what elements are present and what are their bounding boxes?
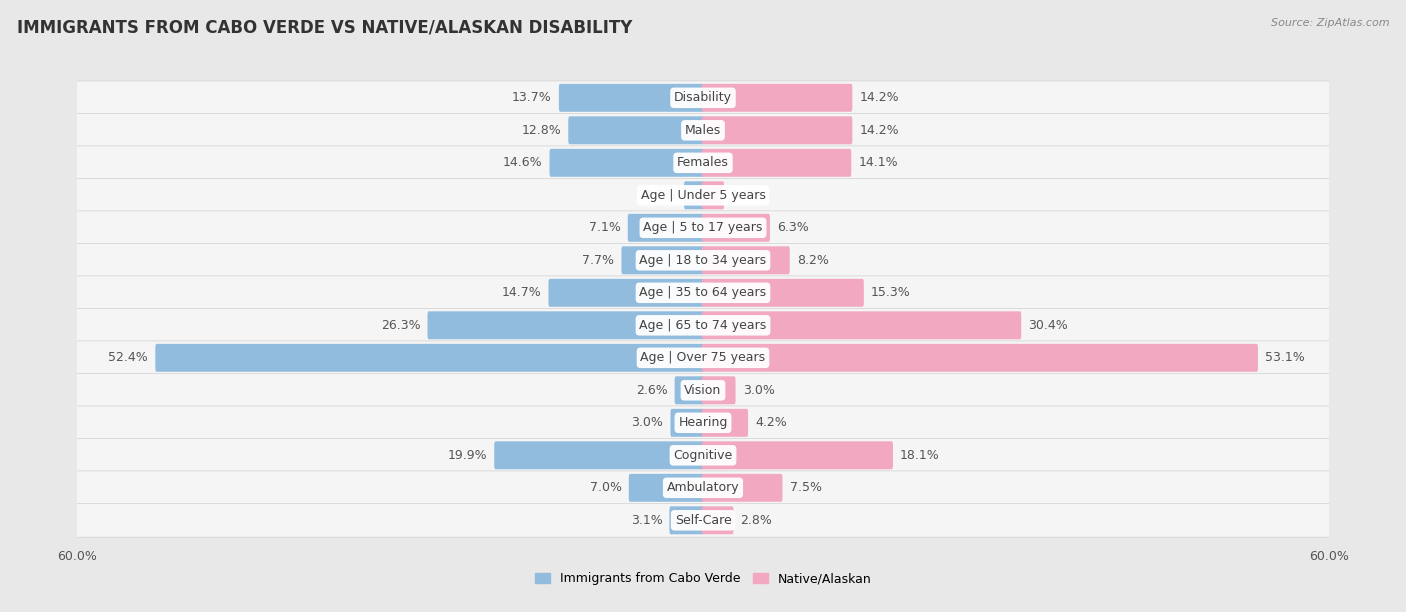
Text: IMMIGRANTS FROM CABO VERDE VS NATIVE/ALASKAN DISABILITY: IMMIGRANTS FROM CABO VERDE VS NATIVE/ALA… bbox=[17, 18, 633, 36]
Text: 7.0%: 7.0% bbox=[589, 481, 621, 494]
FancyBboxPatch shape bbox=[0, 81, 1406, 114]
FancyBboxPatch shape bbox=[669, 506, 704, 534]
Text: Disability: Disability bbox=[673, 91, 733, 104]
Text: 19.9%: 19.9% bbox=[447, 449, 486, 462]
FancyBboxPatch shape bbox=[0, 504, 1406, 537]
Text: 14.1%: 14.1% bbox=[859, 156, 898, 170]
FancyBboxPatch shape bbox=[0, 471, 1406, 505]
FancyBboxPatch shape bbox=[548, 279, 704, 307]
Text: 2.8%: 2.8% bbox=[741, 514, 772, 527]
Text: Age | 18 to 34 years: Age | 18 to 34 years bbox=[640, 254, 766, 267]
Text: 7.5%: 7.5% bbox=[790, 481, 821, 494]
Text: 1.7%: 1.7% bbox=[645, 189, 676, 202]
Text: 15.3%: 15.3% bbox=[870, 286, 911, 299]
Text: Vision: Vision bbox=[685, 384, 721, 397]
Text: Age | Over 75 years: Age | Over 75 years bbox=[641, 351, 765, 364]
Text: 30.4%: 30.4% bbox=[1028, 319, 1069, 332]
Text: 4.2%: 4.2% bbox=[755, 416, 787, 429]
Text: Age | Under 5 years: Age | Under 5 years bbox=[641, 189, 765, 202]
FancyBboxPatch shape bbox=[702, 149, 851, 177]
FancyBboxPatch shape bbox=[702, 247, 790, 274]
FancyBboxPatch shape bbox=[560, 84, 704, 112]
Text: Age | 65 to 74 years: Age | 65 to 74 years bbox=[640, 319, 766, 332]
FancyBboxPatch shape bbox=[702, 376, 735, 405]
FancyBboxPatch shape bbox=[0, 308, 1406, 342]
FancyBboxPatch shape bbox=[0, 341, 1406, 375]
FancyBboxPatch shape bbox=[568, 116, 704, 144]
Text: Source: ZipAtlas.com: Source: ZipAtlas.com bbox=[1271, 18, 1389, 28]
Text: Females: Females bbox=[678, 156, 728, 170]
Text: 7.1%: 7.1% bbox=[589, 222, 620, 234]
Text: 14.6%: 14.6% bbox=[503, 156, 543, 170]
FancyBboxPatch shape bbox=[671, 409, 704, 437]
FancyBboxPatch shape bbox=[621, 247, 704, 274]
Text: Age | 35 to 64 years: Age | 35 to 64 years bbox=[640, 286, 766, 299]
FancyBboxPatch shape bbox=[675, 376, 704, 405]
FancyBboxPatch shape bbox=[685, 181, 704, 209]
Text: Hearing: Hearing bbox=[678, 416, 728, 429]
FancyBboxPatch shape bbox=[0, 146, 1406, 180]
Text: Cognitive: Cognitive bbox=[673, 449, 733, 462]
FancyBboxPatch shape bbox=[702, 116, 852, 144]
FancyBboxPatch shape bbox=[0, 113, 1406, 147]
FancyBboxPatch shape bbox=[427, 312, 704, 339]
FancyBboxPatch shape bbox=[702, 409, 748, 437]
Text: Age | 5 to 17 years: Age | 5 to 17 years bbox=[644, 222, 762, 234]
FancyBboxPatch shape bbox=[0, 438, 1406, 472]
Text: Males: Males bbox=[685, 124, 721, 137]
Text: 13.7%: 13.7% bbox=[512, 91, 551, 104]
FancyBboxPatch shape bbox=[155, 344, 704, 371]
Text: 2.6%: 2.6% bbox=[636, 384, 668, 397]
FancyBboxPatch shape bbox=[702, 181, 724, 209]
Text: 3.0%: 3.0% bbox=[631, 416, 664, 429]
FancyBboxPatch shape bbox=[628, 474, 704, 502]
FancyBboxPatch shape bbox=[0, 179, 1406, 212]
Text: 3.1%: 3.1% bbox=[630, 514, 662, 527]
Text: Self-Care: Self-Care bbox=[675, 514, 731, 527]
FancyBboxPatch shape bbox=[495, 441, 704, 469]
FancyBboxPatch shape bbox=[702, 474, 783, 502]
FancyBboxPatch shape bbox=[0, 406, 1406, 439]
Text: 7.7%: 7.7% bbox=[582, 254, 614, 267]
Text: 3.0%: 3.0% bbox=[742, 384, 775, 397]
FancyBboxPatch shape bbox=[550, 149, 704, 177]
Text: 52.4%: 52.4% bbox=[108, 351, 148, 364]
Text: 14.2%: 14.2% bbox=[859, 124, 898, 137]
FancyBboxPatch shape bbox=[702, 344, 1258, 371]
Text: Ambulatory: Ambulatory bbox=[666, 481, 740, 494]
Text: 14.2%: 14.2% bbox=[859, 91, 898, 104]
FancyBboxPatch shape bbox=[627, 214, 704, 242]
FancyBboxPatch shape bbox=[0, 211, 1406, 245]
Text: 8.2%: 8.2% bbox=[797, 254, 828, 267]
Legend: Immigrants from Cabo Verde, Native/Alaskan: Immigrants from Cabo Verde, Native/Alask… bbox=[530, 567, 876, 590]
Text: 1.9%: 1.9% bbox=[731, 189, 763, 202]
FancyBboxPatch shape bbox=[702, 506, 734, 534]
FancyBboxPatch shape bbox=[702, 84, 852, 112]
Text: 53.1%: 53.1% bbox=[1265, 351, 1305, 364]
Text: 26.3%: 26.3% bbox=[381, 319, 420, 332]
Text: 18.1%: 18.1% bbox=[900, 449, 939, 462]
FancyBboxPatch shape bbox=[702, 312, 1021, 339]
Text: 6.3%: 6.3% bbox=[778, 222, 808, 234]
FancyBboxPatch shape bbox=[0, 244, 1406, 277]
FancyBboxPatch shape bbox=[702, 279, 863, 307]
FancyBboxPatch shape bbox=[702, 441, 893, 469]
FancyBboxPatch shape bbox=[0, 373, 1406, 407]
FancyBboxPatch shape bbox=[0, 276, 1406, 310]
FancyBboxPatch shape bbox=[702, 214, 770, 242]
Text: 12.8%: 12.8% bbox=[522, 124, 561, 137]
Text: 14.7%: 14.7% bbox=[502, 286, 541, 299]
